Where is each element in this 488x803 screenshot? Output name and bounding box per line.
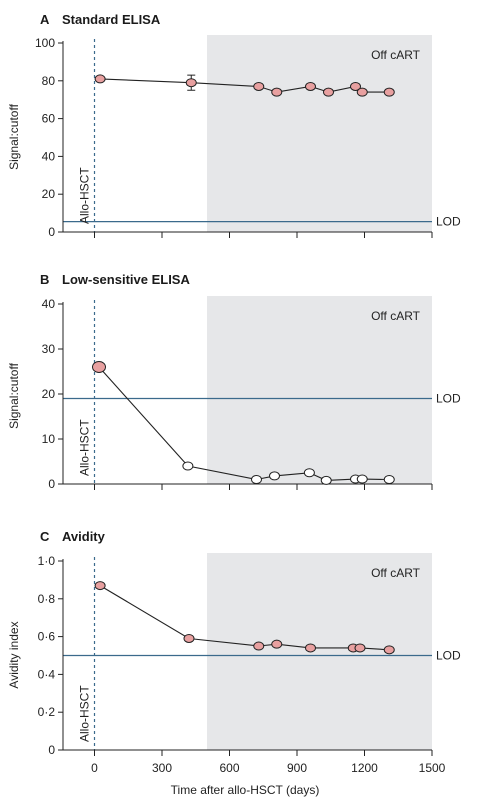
panel-b-allo-hsct-label: Allo-HSCT [78,419,92,476]
panel-c-ytick-label: 0 [48,743,55,757]
panel-a-ytick-label: 20 [42,187,56,201]
panel-b-letter: B [40,272,49,287]
panel-c-data-point [94,581,106,591]
panel-a-ytick-label: 0 [48,225,55,239]
panel-c-xtick-label: 1200 [351,761,378,775]
panel-a-data-point [271,87,283,97]
panel-c-xtick-label: 300 [152,761,172,775]
panel-b: Off cART LOD Allo-HSCT 0 10 20 30 40 B Low-sensit… [7,272,461,491]
panel-a-data-point [356,87,368,97]
panel-c-data-point [354,643,366,653]
panel-b-title: Low-sensitive ELISA [62,272,190,287]
panel-a-allo-hsct-label: Allo-HSCT [78,167,92,224]
panel-b-data-point [269,471,280,481]
panel-c-ytick-label: 1·0 [38,554,56,568]
panel-b-ylabel: Signal:cutoff [7,362,21,428]
panel-b-ytick-label: 40 [42,297,56,311]
panel-c-ylabel: Avidity index [7,621,21,688]
panel-c-xtick-label: 0 [91,761,98,775]
panel-a-ytick-label: 60 [42,112,56,126]
panel-c-off-cart-label: Off cART [371,566,421,580]
panel-a-ytick-label: 80 [42,74,56,88]
panel-c-xtick-label: 900 [287,761,307,775]
panel-b-data-point [383,475,395,484]
panel-c-data-point [271,639,283,649]
panel-a-data-point [323,87,334,97]
panel-b-data-point [320,475,332,485]
panel-a-data-point [350,81,361,91]
panel-a-title: Standard ELISA [62,12,161,27]
panel-a-letter: A [40,12,50,27]
panel-a-lod-label: LOD [436,215,461,229]
panel-c-allo-hsct-label: Allo-HSCT [78,685,92,742]
panel-b-ytick-label: 10 [42,432,56,446]
panel-a-data-point [305,81,316,91]
panel-b-data-point [182,461,194,471]
panel-c-xlabel: Time after allo-HSCT (days) [171,783,320,797]
panel-c-ytick-label: 0·4 [38,667,56,681]
panel-b-data-point [303,468,315,478]
panel-a: Off cART LOD Allo-HSCT 0 20 40 60 80 100 A Standar… [7,12,461,239]
panel-c-data-point [183,633,195,643]
panel-c-title: Avidity [62,529,106,544]
panel-a-off-cart-label: Off cART [371,48,421,62]
panel-b-data-point [92,361,106,373]
panel-c-lod-label: LOD [436,649,461,663]
panel-a-data-point [383,87,395,97]
panel-c-ytick-label: 0·6 [38,630,56,644]
panel-b-data-point [251,475,262,484]
panel-a-ytick-label: 100 [35,36,55,50]
panel-b-lod-label: LOD [436,392,461,406]
panel-c: Off cART LOD Allo-HSCT 0 0·2 0·4 0·6 0·8 1·0 0 300… [7,529,461,797]
panel-b-ytick-label: 20 [42,387,56,401]
panel-b-data-point [356,474,368,484]
panel-b-off-cart-region [207,296,432,484]
panel-c-data-point [253,641,265,651]
panel-a-data-point [185,78,197,88]
panel-c-letter: C [40,529,50,544]
panel-a-ylabel: Signal:cutoff [7,103,21,169]
panel-a-ytick-label: 40 [42,149,56,163]
panel-b-ytick-label: 30 [42,342,56,356]
panel-c-data-point [383,645,395,655]
panel-b-ytick-label: 0 [48,477,55,491]
panel-c-xtick-label: 1500 [419,761,446,775]
panel-c-data-point [305,643,316,653]
panel-c-ytick-label: 0·8 [38,592,56,606]
panel-a-data-point [253,81,265,91]
panel-a-data-point [94,74,106,84]
panel-c-xtick-label: 600 [219,761,239,775]
panel-c-ytick-label: 0·2 [38,705,56,719]
panel-b-off-cart-label: Off cART [371,309,421,323]
panel-a-off-cart-region [207,35,432,232]
panel-c-off-cart-region [207,553,432,750]
